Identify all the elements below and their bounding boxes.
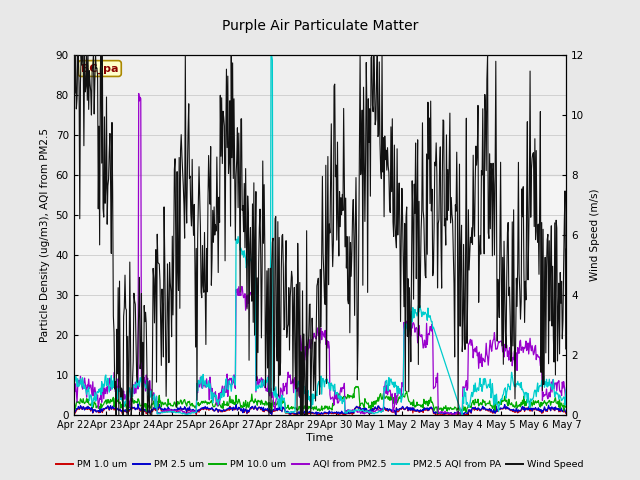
Y-axis label: Wind Speed (m/s): Wind Speed (m/s) <box>590 189 600 281</box>
Y-axis label: Particle Density (ug/m3), AQI from PM2.5: Particle Density (ug/m3), AQI from PM2.5 <box>40 128 50 342</box>
Bar <box>74 175 566 335</box>
Legend: PM 1.0 um, PM 2.5 um, PM 10.0 um, AQI from PM2.5, PM2.5 AQI from PA, Wind Speed: PM 1.0 um, PM 2.5 um, PM 10.0 um, AQI fr… <box>52 456 588 473</box>
X-axis label: Time: Time <box>307 433 333 443</box>
Text: BC_pa: BC_pa <box>81 63 118 73</box>
Text: Purple Air Particulate Matter: Purple Air Particulate Matter <box>222 19 418 33</box>
Bar <box>74 335 566 415</box>
Bar <box>74 55 566 175</box>
